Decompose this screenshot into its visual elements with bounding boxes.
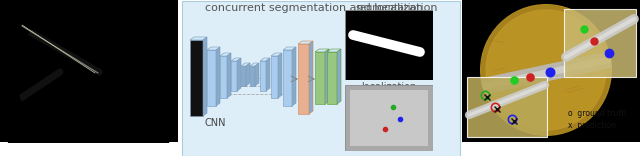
Polygon shape bbox=[250, 66, 255, 86]
Polygon shape bbox=[283, 47, 296, 50]
Polygon shape bbox=[220, 56, 227, 98]
Polygon shape bbox=[231, 61, 237, 91]
Polygon shape bbox=[220, 53, 231, 56]
Polygon shape bbox=[298, 41, 313, 44]
Polygon shape bbox=[216, 47, 220, 106]
Polygon shape bbox=[292, 47, 296, 106]
FancyBboxPatch shape bbox=[182, 1, 460, 156]
Polygon shape bbox=[255, 63, 259, 86]
Polygon shape bbox=[480, 4, 612, 136]
Bar bbox=[564, 9, 636, 77]
Polygon shape bbox=[298, 44, 309, 114]
Polygon shape bbox=[315, 49, 329, 52]
Polygon shape bbox=[283, 50, 292, 106]
Polygon shape bbox=[260, 58, 270, 61]
Polygon shape bbox=[325, 49, 329, 104]
Polygon shape bbox=[28, 14, 148, 134]
Polygon shape bbox=[315, 52, 325, 104]
Polygon shape bbox=[266, 58, 270, 91]
Polygon shape bbox=[260, 61, 266, 91]
Bar bbox=[350, 90, 428, 146]
Text: segmentation: segmentation bbox=[355, 3, 423, 13]
Text: output: output bbox=[582, 3, 618, 13]
Polygon shape bbox=[271, 53, 282, 56]
Polygon shape bbox=[203, 37, 207, 116]
Polygon shape bbox=[207, 47, 220, 50]
Text: localization: localization bbox=[362, 82, 417, 92]
Text: concurrent segmentation and localization: concurrent segmentation and localization bbox=[205, 3, 437, 13]
Polygon shape bbox=[20, 6, 156, 142]
Polygon shape bbox=[190, 37, 207, 40]
Polygon shape bbox=[231, 58, 241, 61]
Text: o  ground truth: o ground truth bbox=[568, 109, 627, 118]
Polygon shape bbox=[309, 41, 313, 114]
Polygon shape bbox=[0, 0, 178, 142]
Bar bbox=[467, 77, 547, 137]
Wedge shape bbox=[0, 0, 288, 156]
Text: x  prediction: x prediction bbox=[568, 121, 616, 130]
Polygon shape bbox=[278, 53, 282, 98]
Text: CNN: CNN bbox=[204, 118, 226, 128]
Polygon shape bbox=[337, 49, 341, 104]
Polygon shape bbox=[241, 66, 246, 86]
Polygon shape bbox=[327, 52, 337, 104]
Polygon shape bbox=[486, 10, 606, 130]
Polygon shape bbox=[227, 53, 231, 98]
Polygon shape bbox=[241, 63, 250, 66]
Ellipse shape bbox=[116, 56, 144, 78]
Text: input image: input image bbox=[2, 3, 69, 13]
Polygon shape bbox=[190, 40, 203, 116]
Wedge shape bbox=[346, 0, 640, 156]
Polygon shape bbox=[207, 50, 216, 106]
Polygon shape bbox=[237, 58, 241, 91]
Polygon shape bbox=[327, 49, 341, 52]
Polygon shape bbox=[250, 63, 259, 66]
Polygon shape bbox=[246, 63, 250, 86]
Polygon shape bbox=[16, 2, 160, 146]
Polygon shape bbox=[271, 56, 278, 98]
